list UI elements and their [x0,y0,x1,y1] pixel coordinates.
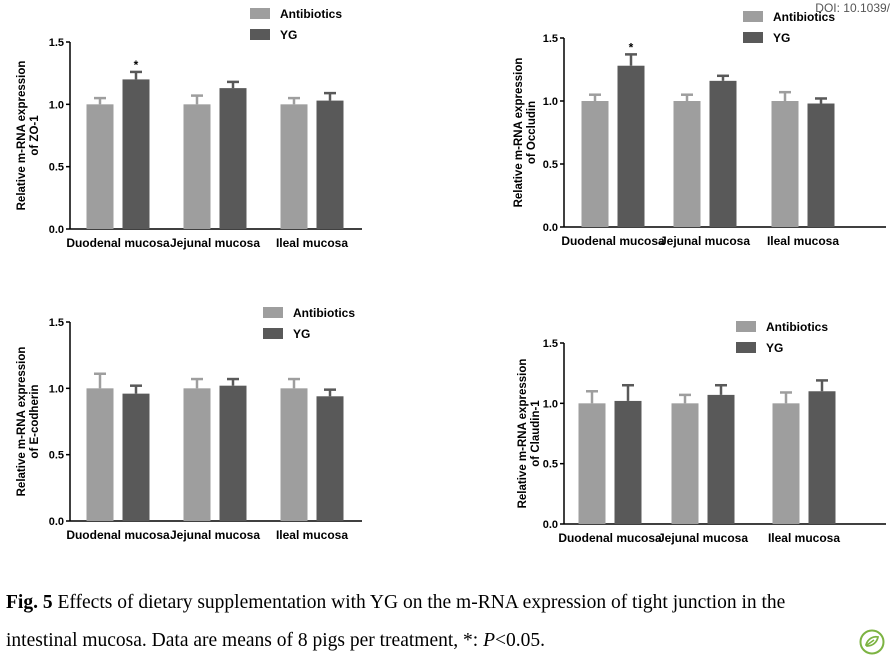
legend-swatch-antibiotics [743,11,763,22]
bar-antibiotics [671,403,699,524]
x-tick-label: Jejunal mucosa [170,236,260,250]
bar-yg [316,396,344,521]
y-axis-label-line2: of ZO-1 [29,115,41,156]
bar-yg [614,400,642,524]
y-axis-label-line1: Relative m-RNA expression [513,58,525,208]
chart-zo1: 0.0 0.5 1.0 1.5 Relative m-RNA expression of … [0,0,440,290]
x-tick-label: Duodenal mucosa [558,531,662,545]
significance-mark: * [134,58,139,72]
bar-yg [707,394,735,524]
x-tick-label: Ileal mucosa [276,236,348,250]
x-tick-label: Jejunal mucosa [660,234,750,248]
legend-label-yg: YG [766,341,783,355]
y-axis-label-line1: Relative m-RNA expression [16,347,28,497]
chart-claudin1: 0.0 0.5 1.0 1.5 Relative m-RNA expression of … [446,290,892,580]
bar-yg [807,103,835,227]
chart-zo1-svg: 0.0 0.5 1.0 1.5 Relative m-RNA expression of … [16,7,362,250]
bar-antibiotics [86,388,114,521]
legend-swatch-antibiotics [263,307,283,318]
bar-antibiotics [771,101,799,227]
legend-swatch-antibiotics [250,8,270,19]
caption-p-rest: <0.05. [494,630,545,652]
chart-ecadherin: 0.0 0.5 1.0 1.5 Relative m-RNA expression of … [0,290,440,580]
caption-line-1: Fig. 5 Effects of dietary supplementatio… [6,588,886,618]
x-tick-label: Ileal mucosa [767,234,839,248]
x-tick-label: Jejunal mucosa [170,528,260,542]
y-tick-label: 1.5 [543,338,558,350]
y-tick-label: 1.5 [49,317,64,329]
bar-yg [617,65,645,227]
x-tick-label: Duodenal mucosa [66,236,170,250]
chart-occludin: 0.0 0.5 1.0 1.5 Relative m-RNA expression of … [446,0,892,290]
y-tick-label: 1.0 [543,398,558,410]
figure-caption: Fig. 5 Effects of dietary supplementatio… [6,588,886,664]
legend-label-antibiotics: Antibiotics [773,10,835,24]
y-tick-label: 0.5 [49,450,64,462]
y-axis-label-line2: of E-codherin [29,384,41,458]
y-axis-label-line2: of Occludin [526,101,538,164]
bar-yg [219,88,247,229]
y-tick-label: 0.0 [49,516,64,528]
legend-swatch-yg [250,29,270,40]
bar-yg [122,79,150,230]
y-tick-label: 1.5 [543,33,558,45]
legend-swatch-yg [263,328,283,339]
legend-label-yg: YG [773,31,790,45]
caption-text-2: intestinal mucosa. Data are means of 8 p… [6,630,484,652]
y-tick-label: 0.5 [49,162,64,174]
y-tick-label: 1.5 [49,37,64,49]
caption-p-italic: P [483,630,495,652]
bar-antibiotics [280,388,308,521]
legend-swatch-antibiotics [736,321,756,332]
y-tick-label: 1.0 [49,99,64,111]
y-axis-label-line2: of Claudin-1 [530,400,542,467]
y-tick-label: 0.0 [543,519,558,531]
x-tick-label: Ileal mucosa [276,528,348,542]
bar-antibiotics [183,388,211,521]
caption-label: Fig. 5 [6,592,53,613]
legend-swatch-yg [743,32,763,43]
chart-occludin-svg: 0.0 0.5 1.0 1.5 Relative m-RNA expression of … [513,10,886,248]
publisher-leaf-icon-svg [859,629,885,655]
bar-yg [219,385,247,521]
x-tick-label: Duodenal mucosa [561,234,665,248]
chart-claudin1-svg: 0.0 0.5 1.0 1.5 Relative m-RNA expression of … [517,320,886,545]
legend-label-antibiotics: Antibiotics [293,306,355,320]
legend-swatch-yg [736,342,756,353]
doi-text: DOI: 10.1039/ [815,1,890,15]
y-tick-label: 1.0 [49,383,64,395]
bar-yg [122,393,150,521]
bar-antibiotics [280,104,308,229]
legend-label-antibiotics: Antibiotics [280,7,342,21]
legend-label-antibiotics: Antibiotics [766,320,828,334]
bar-yg [316,100,344,230]
y-tick-label: 0.0 [49,224,64,236]
y-tick-label: 0.0 [543,222,558,234]
bar-yg [709,80,737,227]
bar-antibiotics [772,403,800,524]
x-tick-label: Ileal mucosa [768,531,840,545]
x-tick-label: Duodenal mucosa [66,528,170,542]
legend-label-yg: YG [293,327,310,341]
y-axis-label-line1: Relative m-RNA expression [517,359,529,509]
bar-antibiotics [578,403,606,524]
y-tick-label: 1.0 [543,96,558,108]
caption-line-2: intestinal mucosa. Data are means of 8 p… [6,626,886,656]
y-axis-label-line1: Relative m-RNA expression [16,61,28,211]
x-tick-label: Jejunal mucosa [658,531,748,545]
legend-label-yg: YG [280,28,297,42]
chart-ecadherin-svg: 0.0 0.5 1.0 1.5 Relative m-RNA expression of … [16,306,362,542]
bar-yg [808,391,836,524]
significance-mark: * [629,40,634,54]
bar-antibiotics [673,101,701,227]
publisher-leaf-icon[interactable] [859,629,885,655]
bar-antibiotics [581,101,609,227]
bar-antibiotics [86,104,114,229]
bar-antibiotics [183,104,211,229]
caption-text-1: Effects of dietary supplementation with … [52,592,786,613]
y-tick-label: 0.5 [543,459,558,471]
y-tick-label: 0.5 [543,159,558,171]
